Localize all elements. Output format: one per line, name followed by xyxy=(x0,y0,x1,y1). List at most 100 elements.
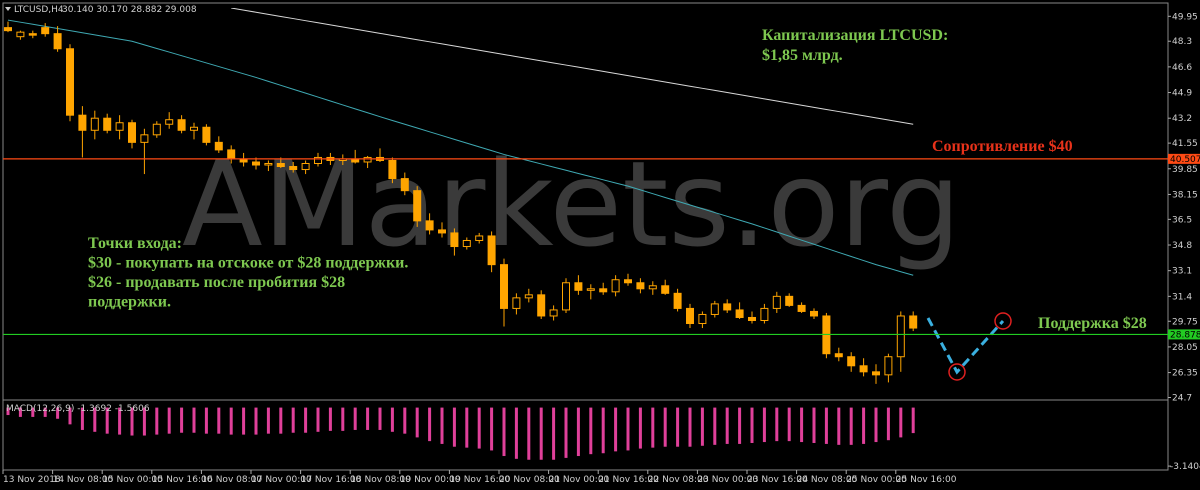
level-label: 40.507 xyxy=(1170,155,1200,165)
forecast-point xyxy=(994,312,1012,330)
candle-body xyxy=(723,303,732,311)
macd-bar xyxy=(6,407,10,416)
macd-bar xyxy=(663,407,667,447)
candle-body xyxy=(301,162,310,171)
x-tick-label: 16 Nov 08:00 xyxy=(201,475,262,485)
candle-body xyxy=(177,119,186,131)
candle-body xyxy=(165,119,174,125)
level-label: 28.878 xyxy=(1170,330,1200,340)
candle-body xyxy=(16,31,25,38)
macd-bar xyxy=(217,407,221,434)
x-tick-label: 23 Nov 00:00 xyxy=(697,475,758,485)
macd-bar xyxy=(688,407,692,447)
candle-body xyxy=(450,232,459,248)
macd-bar xyxy=(18,407,22,417)
macd-bar xyxy=(614,407,618,452)
macd-bar xyxy=(638,407,642,449)
candle-body xyxy=(214,141,223,151)
candle-body xyxy=(264,162,273,166)
macd-bar xyxy=(502,407,506,457)
candle-body xyxy=(252,161,260,166)
level-box xyxy=(1168,329,1200,340)
forecast xyxy=(926,312,1012,381)
candle-body xyxy=(314,156,322,164)
macd-bar xyxy=(440,407,444,444)
candle-body xyxy=(797,304,806,312)
macd-bar xyxy=(837,407,841,445)
candle-body xyxy=(810,310,818,317)
y-tick-label: 34.8 xyxy=(1172,241,1192,251)
x-tick-label: 25 Nov 00:00 xyxy=(846,475,907,485)
macd-bar xyxy=(911,407,915,434)
candle-body xyxy=(537,294,546,317)
x-tick-label: 21 Nov 16:00 xyxy=(598,475,659,485)
candle-body xyxy=(785,295,794,306)
candle-body xyxy=(53,33,62,50)
macd-bar xyxy=(514,407,518,459)
macd-bar xyxy=(824,407,828,444)
macd-bar xyxy=(56,407,60,419)
candle-body xyxy=(90,117,99,131)
candle-body xyxy=(190,126,198,131)
y-tick-label: 46.6 xyxy=(1172,63,1192,73)
candle-body xyxy=(673,292,682,309)
candle-body xyxy=(909,315,918,329)
macd-bar xyxy=(279,407,283,434)
macd-bar xyxy=(725,407,729,444)
macd-bar xyxy=(204,407,208,434)
macd-bar xyxy=(390,407,394,432)
candle-body xyxy=(524,294,533,299)
candle-body xyxy=(475,235,484,241)
x-tick-label: 20 Nov 08:00 xyxy=(499,475,560,485)
macd-bar xyxy=(291,407,295,433)
x-tick-label: 19 Nov 16:00 xyxy=(449,475,510,485)
x-tick-label: 23 Nov 16:00 xyxy=(747,475,808,485)
candle-body xyxy=(549,309,558,317)
y-tick-label: 28.05 xyxy=(1172,343,1198,353)
candle-body xyxy=(859,365,868,373)
watermark: AMarkets.org xyxy=(182,135,961,273)
macd-bar xyxy=(93,407,97,432)
candle-body xyxy=(574,282,583,291)
candle-body xyxy=(710,303,719,315)
watermark-layer: AMarkets.org xyxy=(182,135,961,273)
x-tick-label: 21 Nov 00:00 xyxy=(549,475,610,485)
macd-bar xyxy=(700,407,704,446)
forecast-point xyxy=(948,363,966,381)
macd-bar xyxy=(874,407,878,443)
candle-body xyxy=(735,309,744,318)
candle-body xyxy=(140,134,149,143)
x-tick-label: 24 Nov 08:00 xyxy=(797,475,858,485)
candle-body xyxy=(772,295,781,309)
candle-body xyxy=(896,315,905,358)
macd-bar xyxy=(750,407,754,443)
y-tick-label: 43.2 xyxy=(1172,114,1192,124)
macd-bar xyxy=(849,407,853,445)
candle-body xyxy=(438,229,446,234)
y-tick-label: 39.85 xyxy=(1172,165,1198,175)
y-tick-label: 33.1 xyxy=(1172,267,1192,277)
macd-bar xyxy=(254,407,258,435)
x-tick-label: 15 Nov 00:00 xyxy=(102,475,163,485)
macd-bar xyxy=(341,407,345,431)
macd-bar xyxy=(477,407,481,449)
candle-body xyxy=(363,156,372,163)
x-tick-label: 17 Nov 16:00 xyxy=(301,475,362,485)
annotation: Сопротивление $40 xyxy=(932,138,1073,155)
x-tick-label: 15 Nov 16:00 xyxy=(152,475,213,485)
macd-y-tick-label: -3.1404 xyxy=(1170,462,1200,472)
macd-bar xyxy=(31,407,35,417)
macd-bar xyxy=(812,407,816,443)
macd-bar xyxy=(564,407,568,458)
macd-bar xyxy=(800,407,804,443)
candle-body xyxy=(388,159,397,180)
macd-bar xyxy=(328,407,332,431)
x-tick-label: 25 Nov 16:00 xyxy=(896,475,957,485)
level-box xyxy=(1168,153,1200,164)
candle-body xyxy=(760,307,769,321)
macd-bar xyxy=(589,407,593,455)
forecast-path xyxy=(926,317,1005,375)
x-tick-label: 22 Nov 08:00 xyxy=(648,475,709,485)
y-tick-label: 44.9 xyxy=(1172,89,1192,99)
